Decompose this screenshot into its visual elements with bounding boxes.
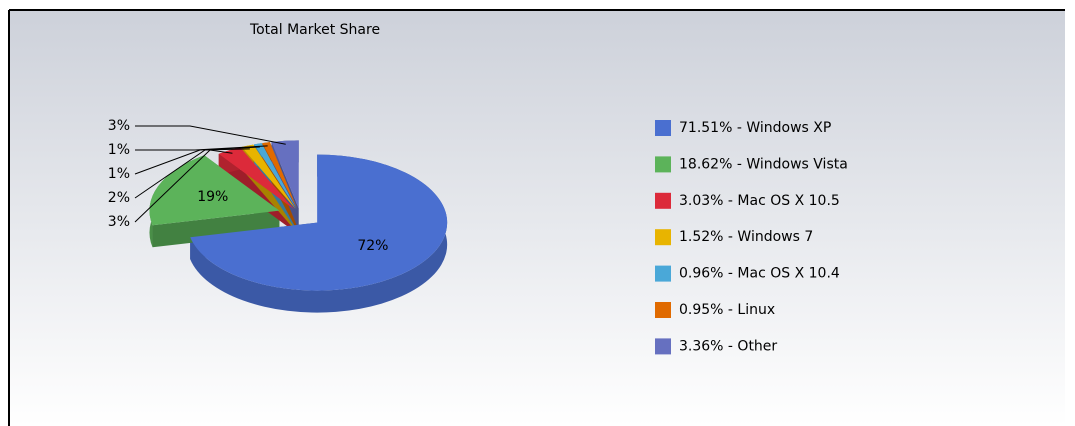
slice-label: 1% (108, 166, 130, 182)
legend-swatch (655, 120, 671, 136)
pie-tops (149, 140, 448, 291)
slice-label: 1% (108, 142, 130, 158)
slice (271, 140, 299, 209)
legend-swatch (655, 302, 671, 318)
slice (254, 143, 297, 209)
legend-label: 0.96% - Mac OS X 10.4 (679, 266, 840, 282)
slice (262, 142, 298, 209)
slice-label: 72% (357, 238, 388, 254)
legend-label: 71.51% - Windows XP (679, 120, 831, 136)
slice (241, 144, 296, 209)
leader-line (135, 125, 286, 145)
legend-swatch (655, 156, 671, 173)
legend-label: 3.36% - Other (679, 338, 777, 354)
slice-side (152, 155, 280, 248)
legend-label: 1.52% - Windows 7 (679, 229, 813, 245)
legend-swatch (655, 338, 671, 355)
legend-label: 3.03% - Mac OS X 10.5 (679, 193, 840, 209)
slice-label: 3% (108, 118, 130, 134)
slice (218, 147, 295, 210)
legend-label: 0.95% - Linux (679, 302, 775, 318)
slice (190, 154, 448, 291)
slice (149, 155, 280, 226)
slice-label: 3% (108, 214, 130, 230)
leader-line (135, 145, 268, 151)
legend-swatch (655, 192, 671, 209)
legend-swatch (655, 265, 671, 282)
slice-label: 2% (108, 190, 130, 206)
legend-label: 18.62% - Windows Vista (679, 156, 848, 172)
legend-swatch (655, 229, 671, 246)
slice-label: 19% (197, 189, 228, 205)
chart-title: Total Market Share (249, 22, 380, 38)
